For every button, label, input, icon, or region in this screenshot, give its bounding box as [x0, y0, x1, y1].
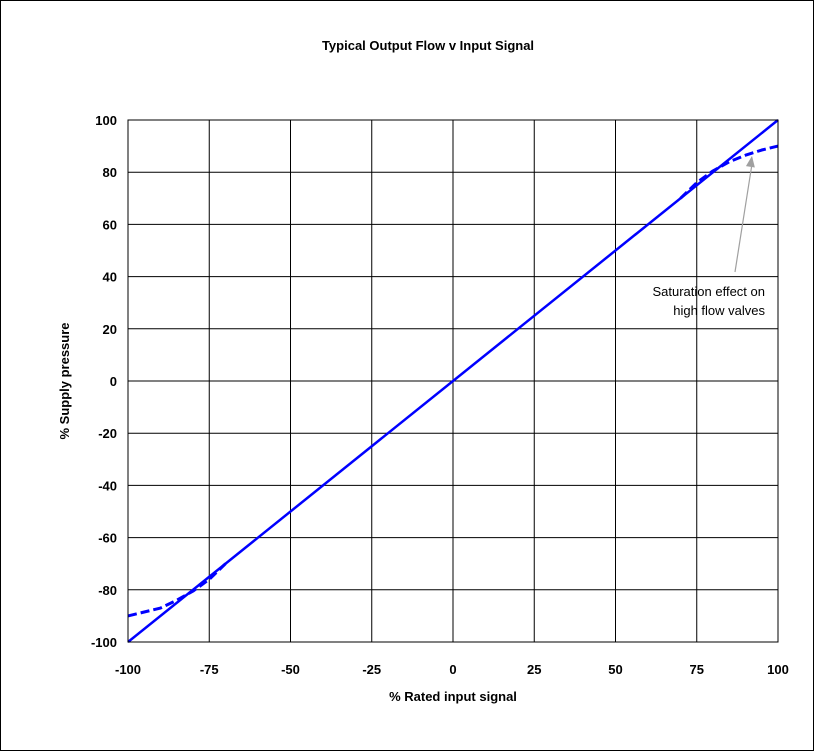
- annotation-text-line1: Saturation effect on: [652, 284, 765, 299]
- plot-area-border: [127, 119, 779, 643]
- dashed-series-line: [127, 562, 227, 618]
- y-tick-label: 20: [103, 322, 117, 337]
- y-axis-label: % Supply pressure: [57, 322, 72, 439]
- y-tick-label: -60: [98, 531, 117, 546]
- x-tick-label: -25: [362, 662, 381, 677]
- solid-series-line: [127, 119, 779, 643]
- x-tick-label: 0: [449, 662, 456, 677]
- y-tick-label: 80: [103, 165, 117, 180]
- y-tick-label: -80: [98, 583, 117, 598]
- x-tick-label: 75: [690, 662, 704, 677]
- x-tick-label: -100: [115, 662, 141, 677]
- y-tick-label: 40: [103, 270, 117, 285]
- annotation: Saturation effect on high flow valves: [652, 155, 765, 318]
- dashed-series-line: [679, 144, 779, 200]
- y-tick-label: -40: [98, 478, 117, 493]
- tick-labels: -100 -75 -50 -25 0 25 50 75 100 100 80 60 40 20 0 -20 -4…: [91, 113, 789, 677]
- x-tick-label: 100: [767, 662, 789, 677]
- y-tick-label: 60: [103, 217, 117, 232]
- annotation-arrow: [734, 163, 753, 273]
- chart-title: Typical Output Flow v Input Signal: [322, 38, 534, 53]
- x-tick-label: 50: [608, 662, 622, 677]
- y-tick-label: -100: [91, 635, 117, 650]
- x-tick-label: -50: [281, 662, 300, 677]
- y-tick-label: -20: [98, 426, 117, 441]
- y-tick-label: 100: [95, 113, 117, 128]
- x-tick-label: -75: [200, 662, 219, 677]
- y-tick-label: 0: [110, 374, 117, 389]
- annotation-arrowhead: [745, 155, 755, 168]
- x-tick-label: 25: [527, 662, 541, 677]
- annotation-text-line2: high flow valves: [673, 303, 765, 318]
- series: [127, 119, 779, 643]
- x-axis-label: % Rated input signal: [389, 689, 517, 704]
